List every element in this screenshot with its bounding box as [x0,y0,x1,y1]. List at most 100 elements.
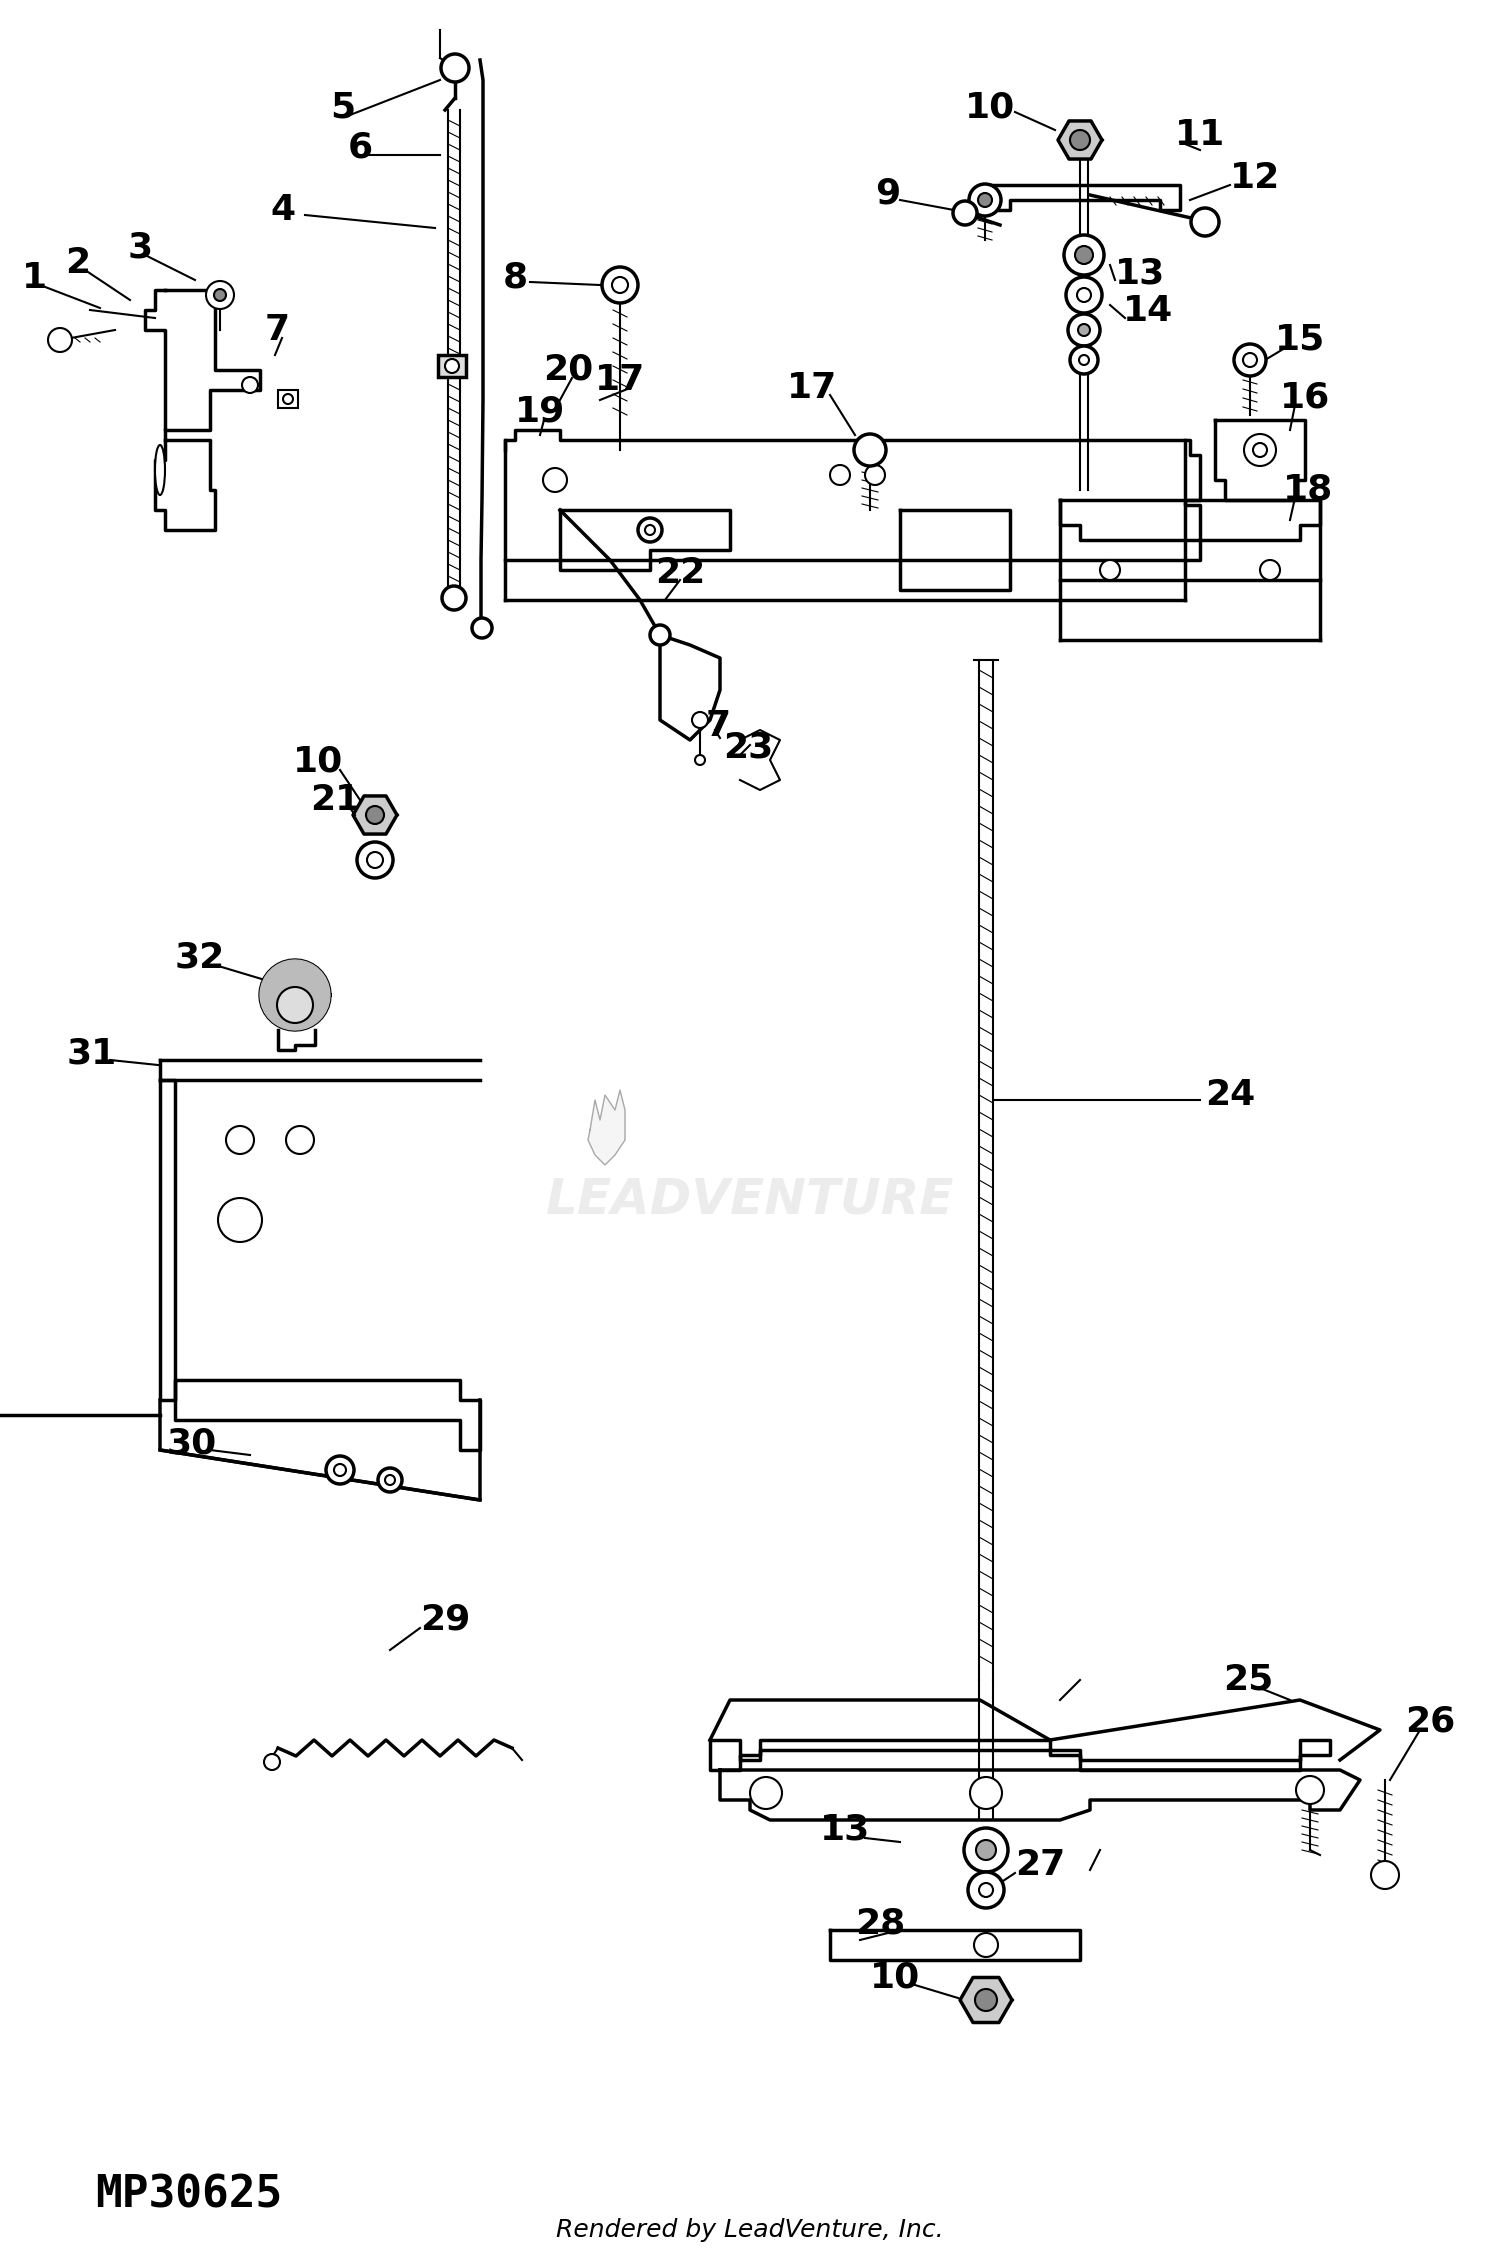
Circle shape [750,1776,782,1810]
Circle shape [952,201,976,226]
Circle shape [206,282,234,309]
Text: 12: 12 [1230,160,1280,194]
Text: 15: 15 [1275,323,1324,357]
Circle shape [366,806,384,824]
Circle shape [472,618,492,639]
Text: 2: 2 [66,246,90,280]
Text: 25: 25 [1222,1663,1274,1697]
Polygon shape [260,959,330,1029]
Circle shape [378,1467,402,1492]
Circle shape [264,1754,280,1769]
Circle shape [217,1198,262,1241]
Circle shape [968,1871,1004,1907]
Text: 6: 6 [348,131,372,165]
Circle shape [1064,235,1104,275]
Circle shape [1077,289,1090,302]
Circle shape [1252,442,1268,456]
Circle shape [1078,354,1089,366]
Text: 3: 3 [128,230,153,264]
Text: 18: 18 [1282,474,1334,508]
Circle shape [284,395,292,404]
Circle shape [978,194,992,208]
Circle shape [1078,325,1090,336]
Circle shape [1070,131,1090,149]
Text: 10: 10 [292,745,344,779]
Circle shape [865,465,885,485]
Circle shape [975,1988,998,2011]
Polygon shape [960,1977,1012,2022]
Text: 20: 20 [543,352,592,386]
Text: 10: 10 [870,1961,919,1995]
Circle shape [334,1465,346,1476]
Circle shape [1066,278,1102,314]
Circle shape [214,289,226,300]
Text: 7: 7 [705,709,730,743]
Text: 23: 23 [723,731,772,765]
Text: 16: 16 [1280,381,1330,415]
Text: 32: 32 [176,941,225,975]
Circle shape [242,377,258,393]
Text: 22: 22 [656,555,705,589]
Circle shape [48,327,72,352]
Circle shape [1244,433,1276,465]
Circle shape [976,1839,996,1860]
Text: 24: 24 [1204,1079,1255,1113]
Text: MP30625: MP30625 [94,2173,282,2216]
Circle shape [694,756,705,765]
Polygon shape [1058,122,1102,158]
Text: 9: 9 [876,176,900,210]
Text: 8: 8 [503,262,528,296]
Text: 17: 17 [596,363,645,397]
Circle shape [969,185,1000,217]
Text: 7: 7 [264,314,290,348]
Text: 30: 30 [166,1426,218,1460]
Circle shape [1371,1862,1400,1889]
Text: Rendered by LeadVenture, Inc.: Rendered by LeadVenture, Inc. [556,2219,944,2241]
Bar [278,390,298,409]
Text: 31: 31 [68,1036,117,1070]
Circle shape [1100,560,1120,580]
Circle shape [974,1932,998,1957]
Text: 11: 11 [1174,117,1225,151]
Text: 13: 13 [821,1812,870,1846]
Circle shape [1244,352,1257,368]
Circle shape [1076,246,1094,264]
Circle shape [692,711,708,729]
Text: 29: 29 [420,1602,470,1636]
Circle shape [543,467,567,492]
Circle shape [1260,560,1280,580]
Polygon shape [588,1090,626,1165]
Circle shape [442,587,466,609]
Circle shape [446,359,459,372]
Circle shape [326,1456,354,1485]
Circle shape [226,1126,254,1153]
Circle shape [645,526,656,535]
Ellipse shape [154,445,165,494]
Bar [438,354,466,377]
Circle shape [612,278,628,293]
Text: 1: 1 [22,262,48,296]
Text: LEADVENTURE: LEADVENTURE [546,1176,954,1223]
Circle shape [278,986,314,1022]
Text: 5: 5 [330,90,356,124]
Text: 19: 19 [514,395,566,429]
Polygon shape [352,797,398,835]
Circle shape [368,851,382,869]
Circle shape [638,519,662,542]
Text: 21: 21 [310,783,360,817]
Text: 27: 27 [1016,1848,1065,1882]
Circle shape [830,465,850,485]
Circle shape [286,1126,314,1153]
Circle shape [1296,1776,1324,1803]
Circle shape [602,266,638,302]
Circle shape [1070,345,1098,375]
Circle shape [441,54,470,81]
Text: 28: 28 [855,1905,904,1941]
Circle shape [1068,314,1100,345]
Circle shape [970,1776,1002,1810]
Text: 26: 26 [1406,1704,1455,1738]
Circle shape [853,433,886,465]
Text: 13: 13 [1114,255,1166,289]
Circle shape [1191,208,1219,237]
Text: 10: 10 [964,90,1016,124]
